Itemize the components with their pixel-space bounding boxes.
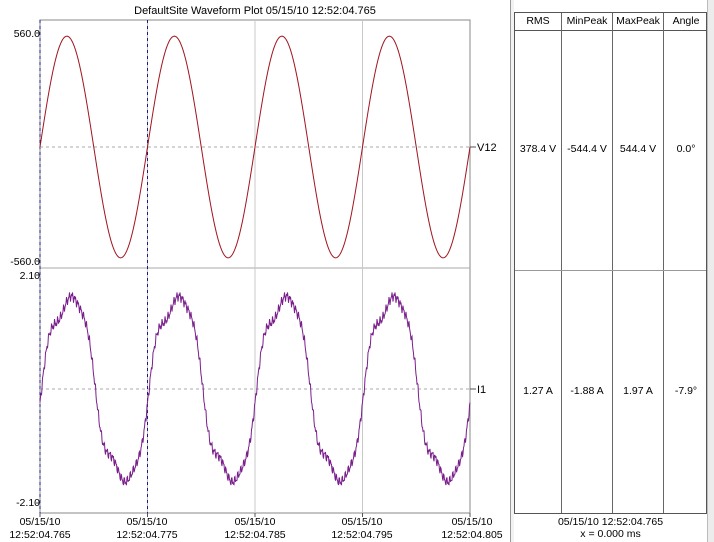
cell-rms: 1.27 A [523,385,553,397]
cursor-time: 05/15/10 12:52:04.765 [557,516,664,528]
i1-ymin-label: -2.10 [16,497,40,509]
cursor-readout: 05/15/10 12:52:04.765 x = 0.000 ms [514,516,707,540]
column-divider [561,13,562,513]
cell-minpeak: -544.4 V [567,143,607,155]
time-tick-label: 05/15/10 12:52:04.795 [322,516,402,542]
tick-date: 05/15/10 [234,516,276,528]
tick-time: 12:52:04.785 [224,529,286,541]
row-divider [515,270,706,271]
time-tick-label: 05/15/10 12:52:04.785 [215,516,295,542]
tick-date: 05/15/10 [341,516,383,528]
cell-minpeak: -1.88 A [570,385,604,397]
column-divider [612,13,613,513]
waveform-plot[interactable] [0,0,510,542]
plot-title: DefaultSite Waveform Plot 05/15/10 12:52… [134,5,376,17]
waveform-i1 [39,292,471,486]
tick-time: 12:52:04.795 [331,529,393,541]
vertical-scrollbar[interactable] [707,0,714,542]
waveform-v12 [39,35,471,259]
cell-rms: 378.4 V [519,143,557,155]
cell-maxpeak: 1.97 A [623,385,653,397]
header-maxpeak: MaxPeak [616,15,660,27]
cell-angle: -7.9° [674,385,698,397]
measurement-table: RMS MinPeak MaxPeak Angle 378.4 V -544.4… [514,12,707,514]
i1-ymax-label: 2.10 [19,270,40,282]
tick-date: 05/15/10 [126,516,168,528]
tick-date: 05/15/10 [451,516,493,528]
table-header-row: RMS MinPeak MaxPeak Angle [515,13,706,31]
time-tick-label: 05/15/10 12:52:04.805 [432,516,512,542]
v12-ymin-label: -560.0 [10,256,40,268]
column-divider [663,13,664,513]
splitter-bar[interactable] [510,0,514,542]
tick-time: 12:52:04.775 [116,529,178,541]
time-tick-label: 05/15/10 12:52:04.775 [107,516,187,542]
cell-maxpeak: 544.4 V [619,143,657,155]
tick-date: 05/15/10 [19,516,61,528]
cell-angle: 0.0° [676,143,696,155]
header-angle: Angle [672,15,700,27]
channel-label-i1: I1 [477,384,487,396]
cursor-offset: x = 0.000 ms [580,528,641,540]
channel-label-v12: V12 [477,142,497,154]
header-minpeak: MinPeak [566,15,608,27]
time-tick-label: 05/15/10 12:52:04.765 [0,516,80,542]
header-rms: RMS [526,15,550,27]
tick-time: 12:52:04.805 [441,529,503,541]
tick-time: 12:52:04.765 [9,529,71,541]
v12-ymax-label: 560.0 [13,28,40,40]
